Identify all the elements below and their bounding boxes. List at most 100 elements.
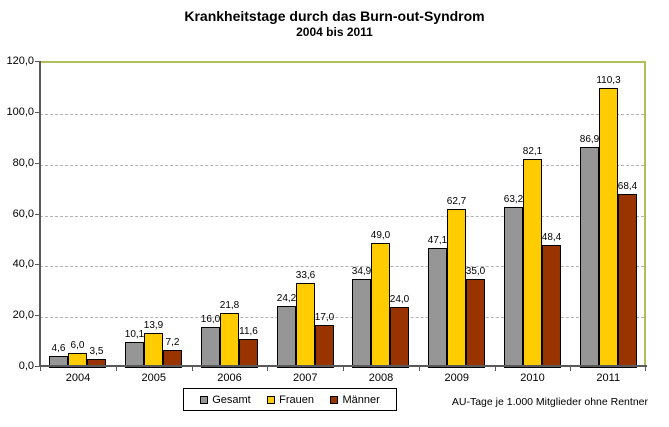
bar-value-label: 35,0 xyxy=(465,266,486,277)
legend-item-männer: Männer xyxy=(330,393,380,406)
bar-value-label: 4,6 xyxy=(51,343,66,354)
y-axis-tick-label: 40,0 xyxy=(12,258,34,271)
x-axis-label-2007: 2007 xyxy=(293,372,318,384)
x-axis-tick xyxy=(495,367,496,371)
bar-value-label: 24,2 xyxy=(276,293,297,304)
footnote: AU-Tage je 1.000 Mitglieder ohne Rentner xyxy=(451,396,648,408)
bar-gesamt-2005 xyxy=(125,342,144,368)
plot-area: 4,6 6,0 3,5 10,1 13,9 7,2 16,0 21,8 11,6 24,2 33,6… xyxy=(40,61,646,368)
bar-value-label: 49,0 xyxy=(370,230,391,241)
bar-frauen-2011 xyxy=(599,88,618,368)
bar-gesamt-2006 xyxy=(201,327,220,368)
x-axis-label-2011: 2011 xyxy=(596,372,621,384)
bar-value-label: 48,4 xyxy=(541,232,562,243)
gridline xyxy=(40,266,644,268)
bar-value-label: 68,4 xyxy=(617,181,638,192)
bar-value-label: 11,6 xyxy=(239,326,258,337)
bar-value-label: 21,8 xyxy=(219,300,240,311)
bar-value-label: 63,2 xyxy=(503,194,524,205)
legend-item-frauen: Frauen xyxy=(267,394,314,406)
y-axis-tick xyxy=(35,61,40,62)
bar-gesamt-2010 xyxy=(504,207,523,368)
bar-gesamt-2011 xyxy=(580,147,599,368)
bar-frauen-2009 xyxy=(447,209,466,368)
y-axis-tick xyxy=(35,366,40,367)
x-axis-label-2009: 2009 xyxy=(444,372,469,384)
y-axis-line xyxy=(39,61,41,367)
x-axis-label-2005: 2005 xyxy=(141,372,166,384)
legend: Gesamt Frauen Männer xyxy=(183,388,397,411)
bar-gesamt-2007 xyxy=(277,306,296,368)
y-axis-tick-label: 120,0 xyxy=(6,55,34,67)
x-axis-tick xyxy=(343,367,344,371)
bar-männer-2009 xyxy=(466,279,485,368)
x-axis-tick xyxy=(645,367,646,371)
gridline xyxy=(40,215,644,217)
y-axis-tick xyxy=(35,264,40,266)
bar-männer-2007 xyxy=(315,325,334,368)
bar-value-label: 3,5 xyxy=(89,346,104,357)
gridline xyxy=(40,113,644,115)
legend-label: Männer xyxy=(342,393,380,406)
gridline xyxy=(40,164,644,166)
bar-männer-2011 xyxy=(618,194,637,368)
x-axis-label-2006: 2006 xyxy=(217,372,242,384)
bar-männer-2006 xyxy=(239,339,258,368)
bar-frauen-2010 xyxy=(523,159,542,368)
x-axis-tick xyxy=(570,367,571,371)
legend-swatch-icon xyxy=(267,395,276,404)
y-axis-tick xyxy=(35,213,40,215)
chart-subtitle: 2004 bis 2011 xyxy=(296,25,373,39)
legend-item-gesamt: Gesamt xyxy=(200,394,251,406)
bar-value-label: 10,1 xyxy=(124,329,145,340)
bar-value-label: 110,3 xyxy=(596,75,621,86)
bar-frauen-2004 xyxy=(68,353,87,368)
bar-value-label: 47,1 xyxy=(427,235,448,246)
y-axis-tick-label: 20,0 xyxy=(12,309,34,322)
x-axis-tick xyxy=(116,367,117,371)
x-axis-line xyxy=(39,365,647,367)
bar-value-label: 33,6 xyxy=(295,270,316,281)
chart-title: Krankheitstage durch das Burn-out-Syndro… xyxy=(184,8,485,24)
y-axis-tick xyxy=(35,111,40,113)
bar-value-label: 86,9 xyxy=(579,134,600,145)
legend-label: Gesamt xyxy=(212,393,251,406)
bar-value-label: 6,0 xyxy=(70,340,85,351)
x-axis-label-2010: 2010 xyxy=(520,372,545,384)
y-axis-tick xyxy=(35,162,40,164)
bar-gesamt-2008 xyxy=(352,279,371,368)
bar-frauen-2005 xyxy=(144,333,163,368)
y-axis-tick-label: 100,0 xyxy=(6,105,34,118)
bar-value-label: 17,0 xyxy=(314,312,335,323)
x-axis-tick xyxy=(267,367,268,371)
bar-männer-2004 xyxy=(87,359,106,368)
x-axis-label-2004: 2004 xyxy=(65,372,91,384)
bar-value-label: 16,0 xyxy=(200,314,221,325)
legend-swatch-icon xyxy=(330,395,339,404)
x-axis-tick xyxy=(192,367,193,371)
bar-value-label: 13,9 xyxy=(143,320,164,331)
bar-gesamt-2009 xyxy=(428,248,447,368)
x-axis-label-2008: 2008 xyxy=(368,372,394,384)
bar-value-label: 62,7 xyxy=(446,196,467,207)
gridline xyxy=(40,317,644,319)
legend-label: Frauen xyxy=(279,393,315,406)
y-axis-tick-label: 0,0 xyxy=(18,360,34,372)
bar-value-label: 82,1 xyxy=(522,146,543,157)
y-axis-tick-label: 60,0 xyxy=(12,207,34,220)
bar-männer-2008 xyxy=(390,307,409,368)
legend-swatch-icon xyxy=(200,395,209,404)
bar-value-label: 24,0 xyxy=(389,294,410,305)
bar-frauen-2008 xyxy=(371,243,390,368)
bar-value-label: 34,9 xyxy=(351,266,372,277)
bar-männer-2005 xyxy=(163,350,182,368)
x-axis-tick xyxy=(40,367,41,371)
bar-frauen-2007 xyxy=(296,283,315,368)
y-axis-tick xyxy=(35,315,40,317)
x-axis-tick xyxy=(419,367,420,371)
bar-frauen-2006 xyxy=(220,313,239,368)
y-axis-tick-label: 80,0 xyxy=(12,156,34,169)
bar-männer-2010 xyxy=(542,245,561,368)
bar-value-label: 7,2 xyxy=(165,337,180,348)
